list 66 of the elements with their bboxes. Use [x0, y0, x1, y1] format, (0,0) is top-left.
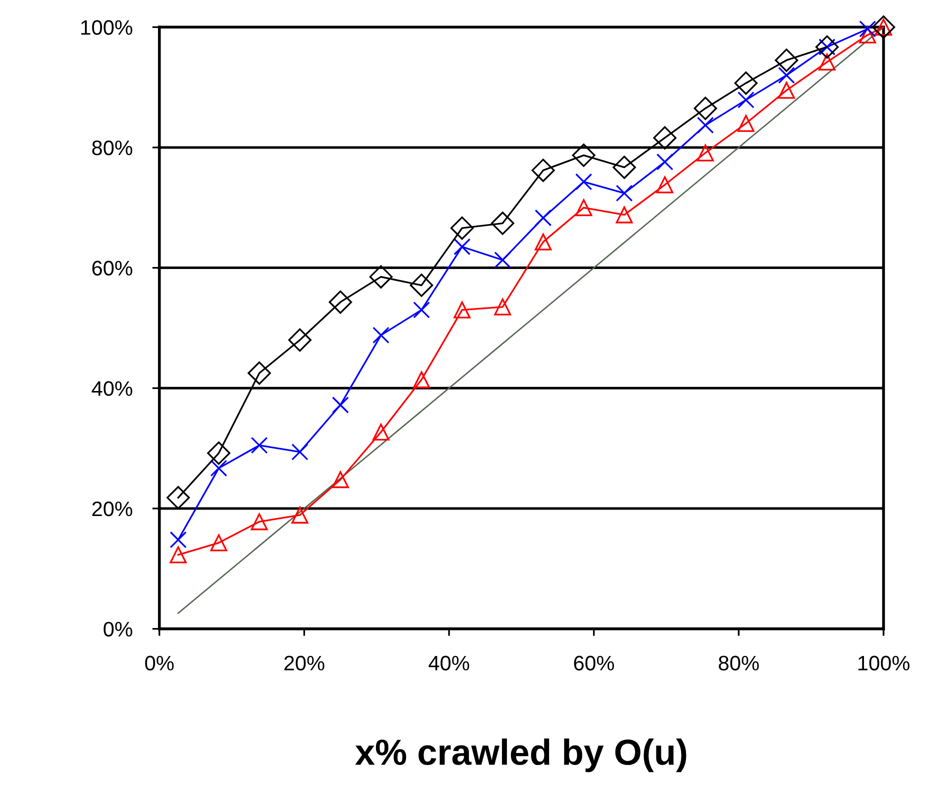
point [372, 326, 390, 344]
point [532, 158, 555, 182]
point [616, 184, 633, 202]
point [250, 436, 268, 454]
x-tick-label: 60% [574, 656, 614, 671]
y-tick-label: 100% [81, 20, 132, 35]
point [534, 233, 552, 250]
point [616, 206, 633, 224]
point [291, 506, 308, 524]
point [494, 252, 512, 268]
y-tick-label: 80% [92, 140, 132, 156]
point [696, 116, 714, 134]
x-tick-label: 20% [284, 656, 324, 671]
point [872, 15, 896, 39]
point [166, 486, 190, 510]
point [653, 126, 676, 150]
point [494, 298, 512, 316]
point [454, 301, 471, 318]
point [170, 531, 187, 548]
x-tick-label: 100% [858, 656, 910, 671]
point [737, 91, 754, 108]
point [859, 26, 876, 44]
x-axis-title: x% crawled by O(u) [355, 738, 686, 772]
y-tick-label: 40% [92, 381, 132, 396]
point [328, 290, 352, 314]
point [170, 546, 187, 564]
x-tick-label: 40% [428, 656, 470, 671]
point [656, 176, 674, 194]
x-tick-label: 0% [145, 656, 174, 671]
point [490, 212, 514, 235]
point [575, 173, 592, 190]
x-tick-label: 80% [718, 656, 759, 671]
point [369, 265, 393, 288]
point [250, 513, 268, 530]
point [372, 424, 390, 441]
point [737, 114, 754, 132]
point [210, 460, 228, 477]
point [774, 48, 798, 72]
point [413, 301, 430, 318]
point [288, 328, 312, 352]
point [612, 156, 636, 179]
point [207, 441, 230, 465]
point [572, 144, 596, 167]
point [534, 209, 552, 226]
point [332, 396, 349, 414]
point [291, 443, 308, 460]
point [454, 238, 471, 256]
point [410, 274, 434, 297]
point [778, 82, 795, 99]
point [575, 199, 592, 216]
point [734, 71, 758, 95]
point [413, 371, 430, 388]
point [210, 534, 228, 552]
point [818, 54, 836, 71]
point [778, 66, 795, 84]
y-tick-label: 20% [92, 501, 132, 516]
y-tick-label: 0% [104, 622, 132, 637]
point [248, 361, 271, 385]
point [450, 216, 474, 240]
point [696, 144, 714, 162]
y-tick-label: 60% [92, 260, 132, 276]
point [694, 96, 718, 120]
point [656, 153, 674, 170]
point [332, 471, 349, 488]
point [815, 35, 839, 59]
point [859, 20, 876, 38]
